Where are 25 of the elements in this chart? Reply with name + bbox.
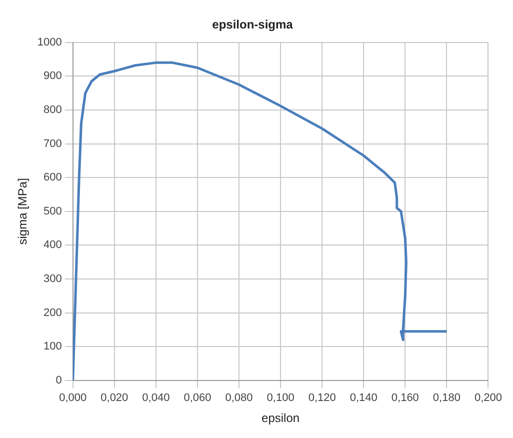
x-tick-label: 0,020 — [100, 392, 128, 404]
x-tick-label: 0,000 — [59, 392, 87, 404]
y-tick-label: 700 — [44, 138, 62, 150]
x-tick-label: 0,080 — [225, 392, 253, 404]
y-tick-label: 400 — [44, 239, 62, 252]
y-tick-label: 100 — [44, 340, 62, 353]
y-tick-label: 300 — [44, 273, 62, 286]
y-tick-label: 200 — [44, 306, 62, 319]
y-tick-label: 0 — [56, 374, 62, 386]
y-tick-label: 900 — [44, 70, 62, 82]
x-tick-label: 0,160 — [391, 392, 419, 404]
x-tick-label: 0,140 — [350, 392, 378, 404]
x-tick-label: 0,040 — [142, 392, 170, 404]
chart-title: epsilon-sigma — [212, 18, 294, 32]
x-axis-title: epsilon — [262, 411, 300, 426]
y-tick-label: 1000 — [37, 36, 62, 48]
y-axis-title: sigma [MPa] — [16, 178, 30, 245]
x-tick-label: 0,100 — [266, 392, 294, 404]
x-tick-label: 0,200 — [474, 392, 502, 404]
y-tick-label: 600 — [44, 172, 62, 184]
x-tick-label: 0,180 — [432, 392, 460, 404]
x-tick-label: 0,120 — [308, 392, 336, 404]
y-tick-label: 500 — [44, 205, 62, 218]
y-tick-label: 800 — [44, 104, 62, 116]
x-tick-label: 0,060 — [184, 392, 212, 404]
